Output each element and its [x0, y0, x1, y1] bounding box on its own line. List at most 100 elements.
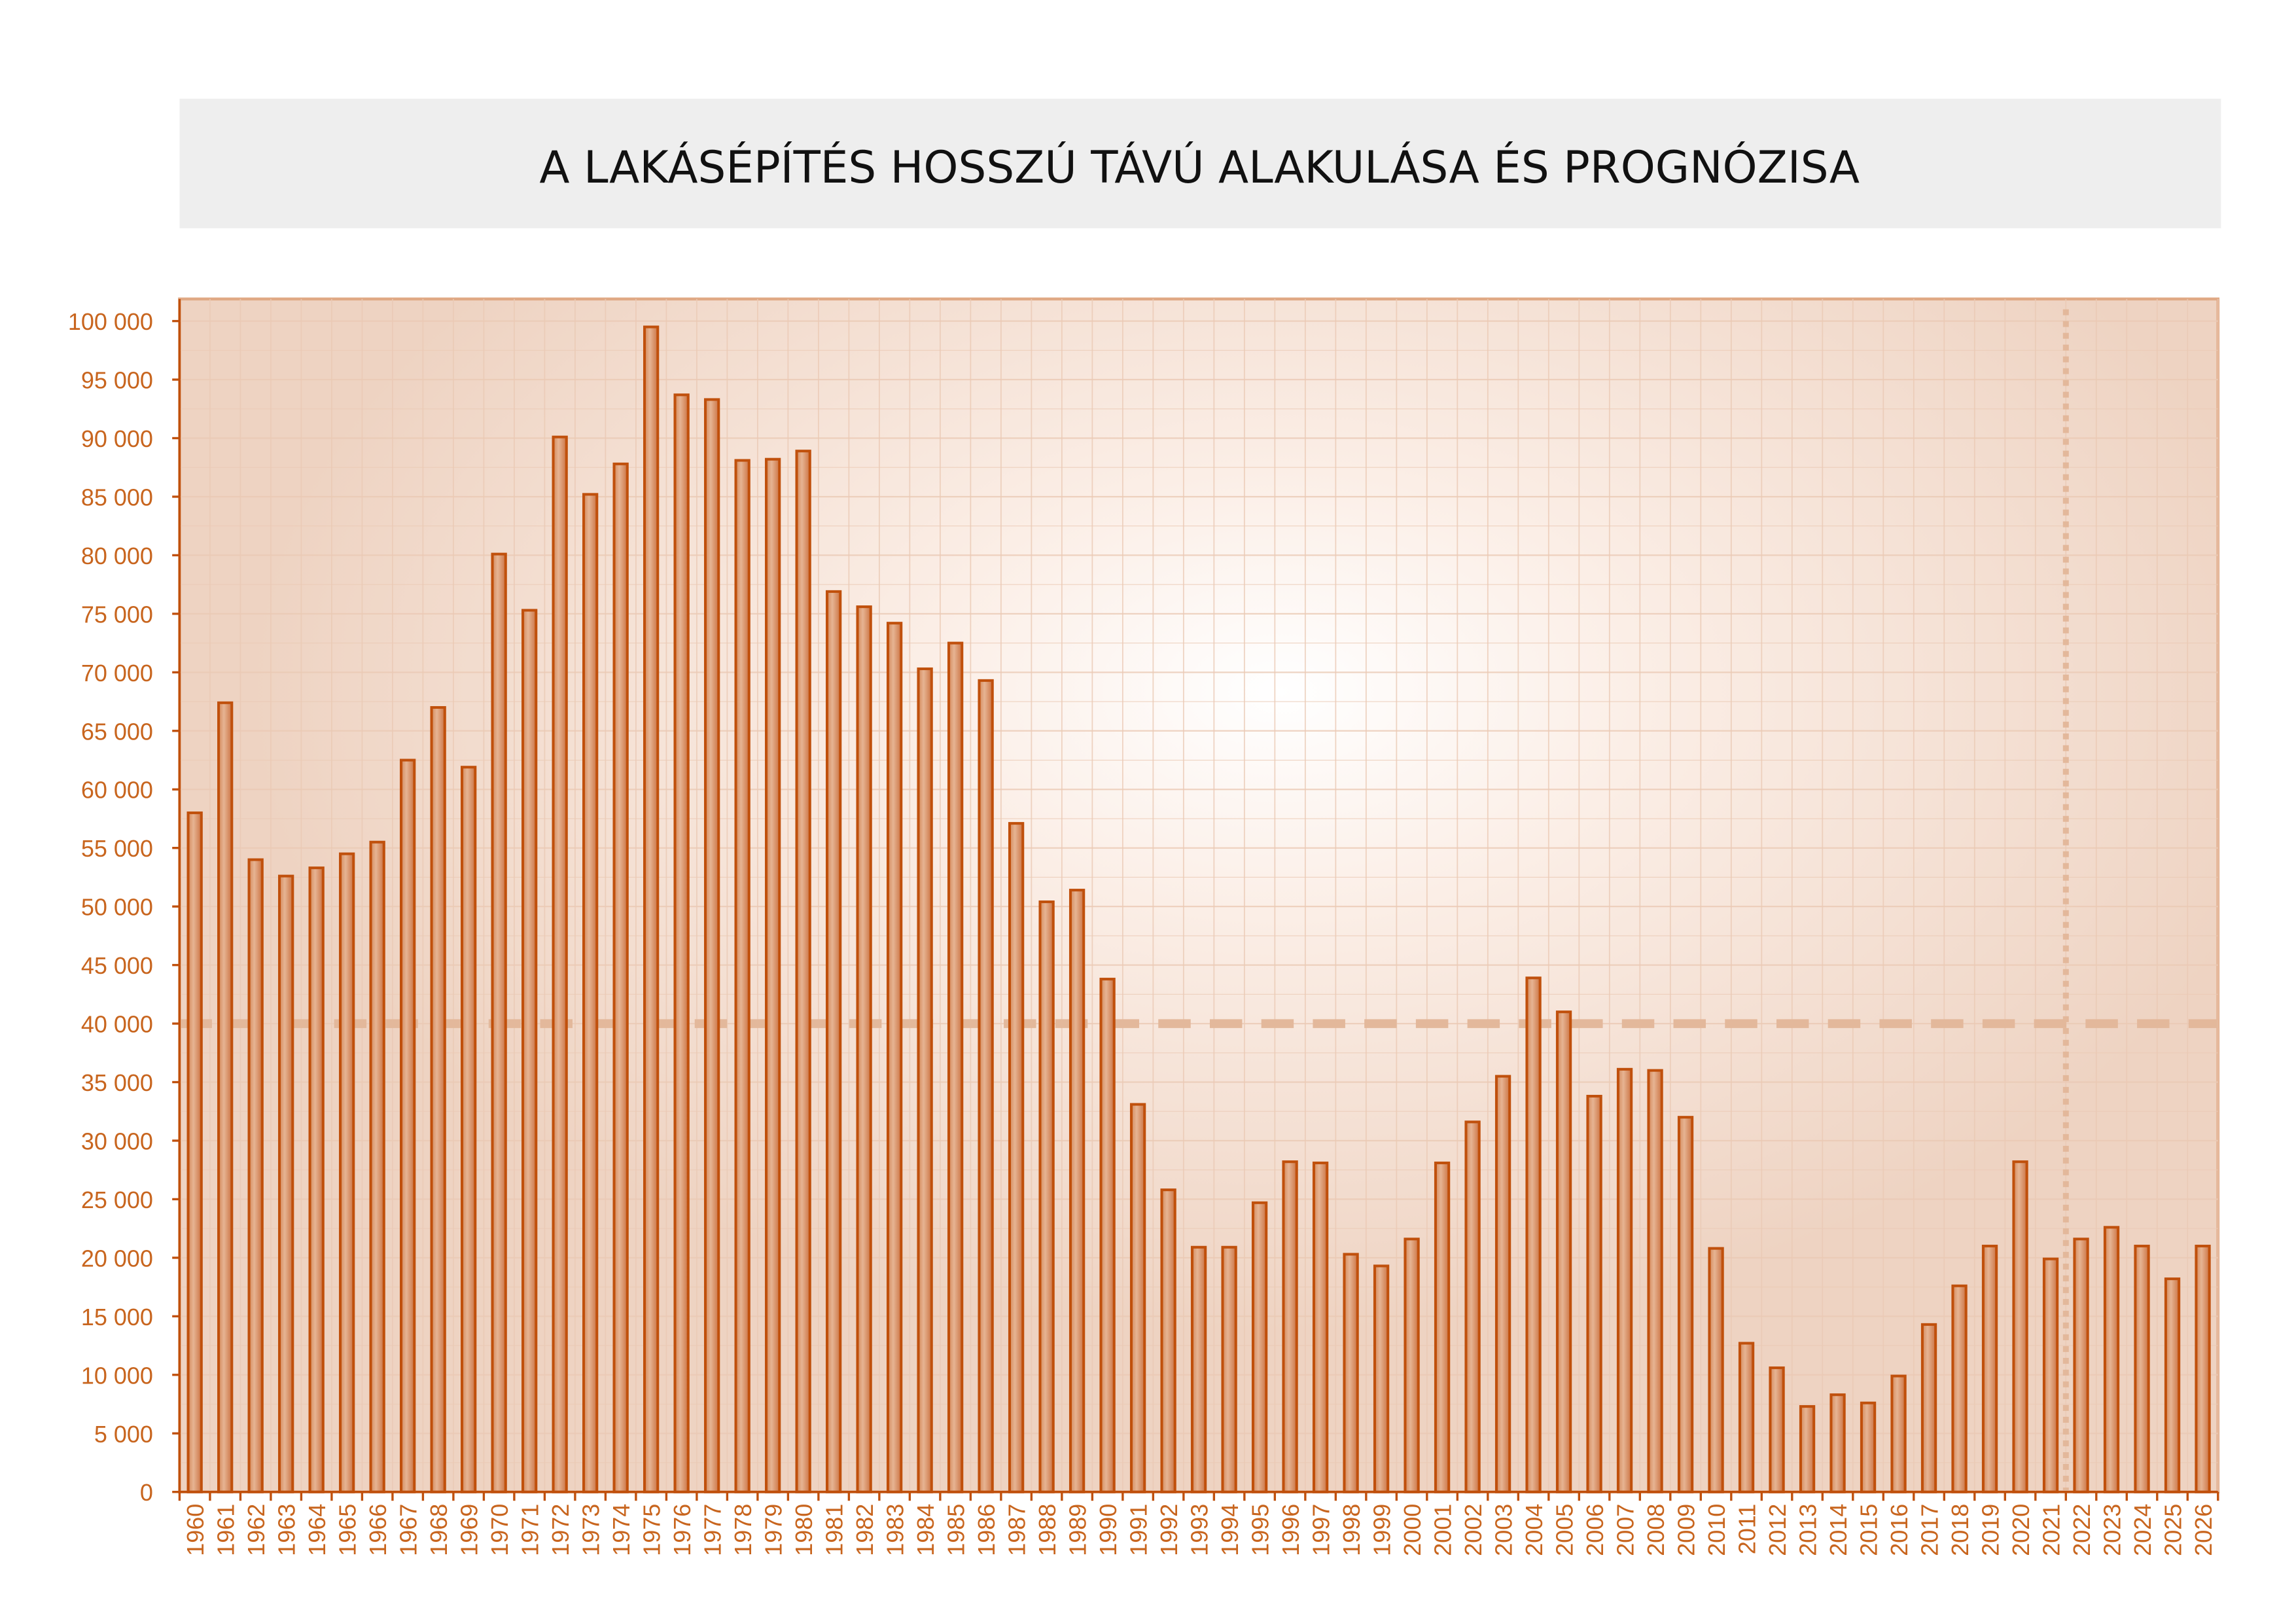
bar-1980 — [795, 450, 811, 1493]
bar-2008 — [1647, 1069, 1663, 1493]
y-tick-label: 60 000 — [81, 777, 153, 804]
y-tick-label: 5 000 — [94, 1421, 153, 1448]
bar-1962 — [247, 858, 264, 1493]
y-tick-label: 45 000 — [81, 952, 153, 979]
x-tick-label: 2004 — [1521, 1504, 1547, 1556]
y-tick-label: 55 000 — [81, 835, 153, 862]
y-tick-label: 95 000 — [81, 367, 153, 394]
bar-2003 — [1494, 1075, 1511, 1493]
x-tick-label: 1964 — [304, 1504, 330, 1556]
x-tick-label: 2016 — [1886, 1504, 1913, 1556]
x-tick-label: 2024 — [2129, 1504, 2156, 1556]
bar-1978 — [734, 459, 751, 1493]
bar-2018 — [1951, 1284, 1968, 1493]
x-tick-label: 2012 — [1764, 1504, 1791, 1556]
bar-2024 — [2134, 1244, 2150, 1493]
x-tick-label: 1982 — [851, 1504, 878, 1556]
bar-1992 — [1160, 1188, 1176, 1493]
y-tick-label: 100 000 — [68, 308, 153, 335]
y-tick-label: 65 000 — [81, 718, 153, 745]
bar-1965 — [339, 852, 355, 1493]
x-tick-label: 2006 — [1581, 1504, 1608, 1556]
bar-2026 — [2195, 1244, 2211, 1493]
x-tick-label: 1983 — [882, 1504, 909, 1556]
bar-1994 — [1221, 1245, 1237, 1493]
x-tick-label: 1990 — [1095, 1504, 1122, 1556]
y-tick-label: 35 000 — [81, 1069, 153, 1096]
x-tick-label: 1989 — [1065, 1504, 1091, 1556]
x-tick-label: 1978 — [730, 1504, 756, 1556]
x-tick-label: 2019 — [1977, 1504, 2004, 1556]
bar-1977 — [703, 398, 720, 1493]
bar-1968 — [430, 705, 446, 1493]
x-tick-label: 1992 — [1156, 1504, 1182, 1556]
x-tick-label: 2009 — [1673, 1504, 1700, 1556]
bar-2017 — [1920, 1323, 1937, 1493]
bar-1999 — [1373, 1264, 1390, 1493]
bar-1971 — [521, 609, 538, 1493]
y-tick-label: 40 000 — [81, 1011, 153, 1038]
bar-2009 — [1677, 1116, 1694, 1493]
bar-1989 — [1069, 889, 1086, 1493]
x-tick-label: 1969 — [456, 1504, 483, 1556]
x-tick-label: 2025 — [2160, 1504, 2187, 1556]
y-tick-label: 80 000 — [81, 543, 153, 569]
bar-1964 — [308, 866, 325, 1493]
x-tick-label: 1967 — [395, 1504, 422, 1556]
chart-title: A LAKÁSÉPÍTÉS HOSSZÚ TÁVÚ ALAKULÁSA ÉS P… — [539, 141, 1860, 193]
y-tick-label: 10 000 — [81, 1362, 153, 1389]
x-tick-label: 2001 — [1430, 1504, 1457, 1556]
x-tick-label: 1981 — [821, 1504, 848, 1556]
bar-2007 — [1616, 1067, 1633, 1493]
bar-1984 — [917, 667, 933, 1493]
y-tick-label: 85 000 — [81, 484, 153, 510]
x-tick-label: 2008 — [1642, 1504, 1669, 1556]
x-tick-label: 1984 — [912, 1504, 939, 1556]
x-tick-label: 1963 — [274, 1504, 300, 1556]
bar-2025 — [2164, 1277, 2181, 1493]
bar-1969 — [461, 766, 477, 1493]
bar-2010 — [1708, 1247, 1724, 1493]
bar-2005 — [1555, 1010, 1572, 1493]
bar-1990 — [1099, 978, 1116, 1493]
y-tick-label: 30 000 — [81, 1128, 153, 1154]
x-tick-label: 1986 — [973, 1504, 1000, 1556]
x-tick-label: 2020 — [2007, 1504, 2034, 1556]
bar-2006 — [1586, 1094, 1602, 1493]
bar-1976 — [673, 393, 690, 1493]
x-tick-label: 1972 — [547, 1504, 574, 1556]
x-tick-label: 1994 — [1216, 1504, 1243, 1556]
bar-2020 — [2012, 1160, 2028, 1493]
y-tick-label: 90 000 — [81, 425, 153, 452]
bar-2023 — [2103, 1226, 2120, 1493]
x-tick-label: 1996 — [1277, 1504, 1304, 1556]
bar-1985 — [947, 641, 964, 1493]
x-tick-label: 1998 — [1338, 1504, 1365, 1556]
x-tick-label: 1987 — [1004, 1504, 1031, 1556]
x-tick-label: 2002 — [1460, 1504, 1487, 1556]
bar-1991 — [1129, 1103, 1146, 1493]
x-tick-label: 1988 — [1034, 1504, 1061, 1556]
y-tick-label: 15 000 — [81, 1304, 153, 1330]
bar-2000 — [1404, 1238, 1420, 1493]
bar-1967 — [400, 758, 416, 1493]
bar-1966 — [369, 840, 385, 1493]
bar-1998 — [1343, 1253, 1359, 1493]
x-tick-label: 1985 — [943, 1504, 970, 1556]
x-tick-label: 1971 — [517, 1504, 544, 1556]
bar-1975 — [643, 325, 660, 1493]
x-tick-label: 1976 — [669, 1504, 696, 1556]
x-tick-label: 1965 — [334, 1504, 361, 1556]
bar-2002 — [1464, 1120, 1481, 1493]
x-tick-label: 1997 — [1308, 1504, 1335, 1556]
x-tick-label: 1977 — [699, 1504, 726, 1556]
x-tick-label: 2021 — [2038, 1504, 2065, 1556]
x-tick-label: 1999 — [1369, 1504, 1396, 1556]
x-tick-label: 1970 — [486, 1504, 513, 1556]
y-tick-label: 25 000 — [81, 1186, 153, 1213]
bar-1981 — [825, 590, 842, 1493]
bar-1963 — [278, 874, 294, 1493]
x-tick-label: 2013 — [1795, 1504, 1822, 1556]
bar-1970 — [491, 552, 507, 1493]
